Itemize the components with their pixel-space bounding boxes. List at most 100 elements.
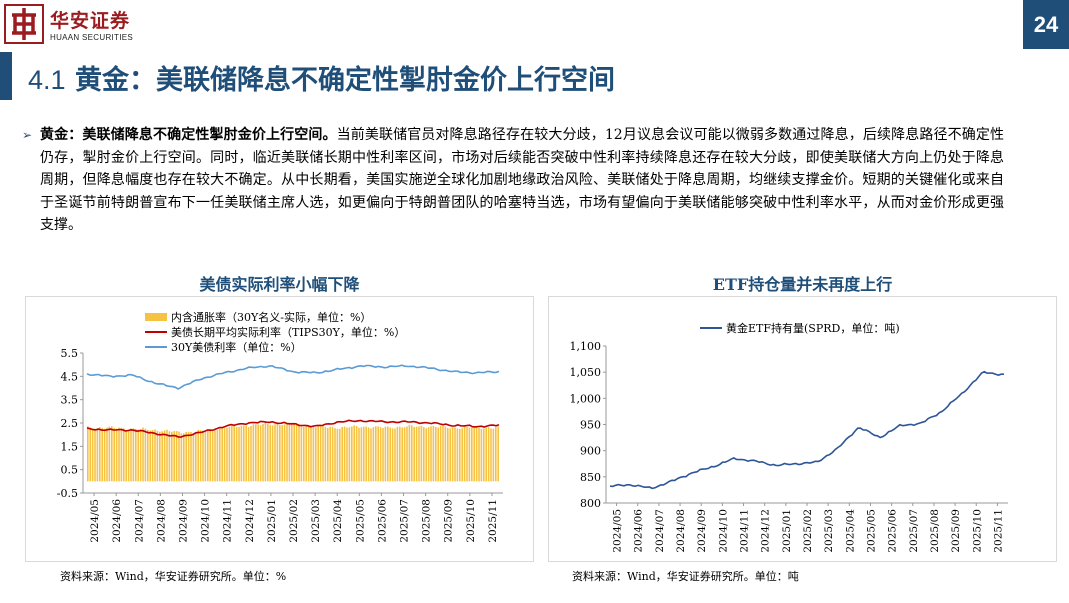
bar-mark xyxy=(459,428,461,482)
x-tick-label: 2025/07 xyxy=(399,499,411,543)
bar-mark xyxy=(183,433,185,482)
bar-mark xyxy=(425,428,427,482)
bar-mark xyxy=(99,427,101,482)
brand-name: 华安证券 xyxy=(50,10,131,32)
x-tick-label: 2025/09 xyxy=(443,499,455,543)
bar-mark xyxy=(471,427,473,482)
legend-label: 内含通胀率（30Y名义-实际，单位：%） xyxy=(171,310,371,324)
bar-mark xyxy=(442,425,444,482)
x-tick-label: 2025/03 xyxy=(823,509,835,553)
bar-mark xyxy=(233,425,235,482)
bar-mark xyxy=(111,426,113,482)
y-tick-label: 1.5 xyxy=(61,440,79,453)
bar-mark xyxy=(120,427,123,482)
bar-mark xyxy=(418,426,420,482)
bar-mark xyxy=(365,426,367,482)
bar-mark xyxy=(322,425,324,482)
bar-mark xyxy=(255,424,257,482)
bullet-arrow-icon: ➢ xyxy=(22,128,33,142)
bar-mark xyxy=(250,425,252,482)
chart1-plot: 5.5 4.5 3.5 2.5 1.5 0.5 -0.5 2024/05 2024/06 2024… xyxy=(25,296,534,562)
bar-mark xyxy=(396,426,399,482)
bar-mark xyxy=(300,424,303,482)
bar-mark xyxy=(341,426,343,482)
bar-mark xyxy=(391,428,394,482)
bar-mark xyxy=(173,431,175,482)
series-line xyxy=(609,370,1004,490)
x-tick-label: 2024/08 xyxy=(155,499,167,543)
bar-mark xyxy=(187,431,190,482)
bar-mark xyxy=(240,425,243,482)
chart1-title: 美债实际利率小幅下降 xyxy=(199,275,360,294)
bar-mark xyxy=(387,426,389,482)
bar-mark xyxy=(235,427,238,482)
bar-mark xyxy=(372,427,375,482)
bar-mark xyxy=(379,427,382,482)
bar-mark xyxy=(483,428,485,482)
y-tick-label: 4.5 xyxy=(61,370,79,383)
bar-mark xyxy=(144,428,147,482)
bar-mark xyxy=(115,428,118,482)
y-tick-label: 950 xyxy=(580,419,601,432)
x-tick-label: 2024/12 xyxy=(244,499,256,543)
title-number: 4.1 xyxy=(28,65,66,95)
bar-mark xyxy=(195,431,197,482)
bar-mark xyxy=(394,428,396,482)
bar-mark xyxy=(243,425,245,482)
chart1-source: 资料来源：Wind，华安证券研究所。单位：% xyxy=(60,570,287,583)
bar-mark xyxy=(192,432,195,482)
x-tick-label: 2025/08 xyxy=(929,509,941,553)
x-tick-label: 2025/11 xyxy=(992,509,1004,553)
bar-mark xyxy=(147,429,149,482)
x-tick-label: 2025/02 xyxy=(288,499,300,543)
y-tick-label: 1,100 xyxy=(570,340,602,353)
bar-mark xyxy=(257,424,259,482)
bar-mark xyxy=(473,427,475,482)
bar-mark xyxy=(135,428,137,482)
x-tick-label: 2024/05 xyxy=(89,499,101,543)
bar-mark xyxy=(456,428,459,482)
bar-mark xyxy=(168,431,171,482)
y-tick-label: 800 xyxy=(580,497,601,510)
x-tick-label: 2025/10 xyxy=(971,509,983,553)
bar-mark xyxy=(274,424,276,482)
legend-label: 30Y美债利率（单位：%） xyxy=(171,340,302,354)
bar-mark xyxy=(355,426,358,482)
bar-mark xyxy=(271,425,274,482)
bar-mark xyxy=(430,426,432,482)
bar-mark xyxy=(130,428,132,482)
bar-mark xyxy=(331,426,334,482)
bar-mark xyxy=(199,430,202,482)
x-tick-label: 2025/01 xyxy=(781,509,793,553)
series-line xyxy=(86,364,500,390)
bar-mark xyxy=(156,430,159,482)
bar-mark xyxy=(319,425,322,482)
bar-mark xyxy=(310,425,312,482)
bar-mark xyxy=(293,424,295,482)
x-tick-label: 2025/04 xyxy=(844,509,856,553)
y-tick-label: 1,050 xyxy=(570,366,602,379)
bar-mark xyxy=(106,427,108,482)
bar-mark xyxy=(228,426,231,482)
x-tick-label: 2024/06 xyxy=(633,509,645,553)
series-line xyxy=(86,419,500,438)
legend-label: 美债长期平均实际利率（TIPS30Y，单位：%） xyxy=(171,325,405,339)
legend-swatch xyxy=(145,313,167,321)
bar-mark xyxy=(197,429,199,482)
bar-mark xyxy=(103,428,106,482)
bar-mark xyxy=(480,429,483,482)
bar-mark xyxy=(295,423,298,482)
bar-mark xyxy=(439,425,442,482)
bar-mark xyxy=(163,430,166,482)
bar-mark xyxy=(403,427,406,482)
bar-mark xyxy=(151,430,154,482)
bar-mark xyxy=(485,427,487,482)
x-tick-label: 2025/07 xyxy=(908,509,920,553)
legend-label: 黄金ETF持有量(SPRD，单位：吨) xyxy=(726,321,900,335)
title-text: 黄金：美联储降息不确定性掣肘金价上行空间 xyxy=(74,65,615,96)
bar-mark xyxy=(406,426,408,482)
bar-mark xyxy=(137,429,139,482)
paragraph-lead: 黄金：美联储降息不确定性掣肘金价上行空间。 xyxy=(40,127,337,143)
bar-mark xyxy=(276,423,279,482)
bar-mark xyxy=(346,427,348,482)
